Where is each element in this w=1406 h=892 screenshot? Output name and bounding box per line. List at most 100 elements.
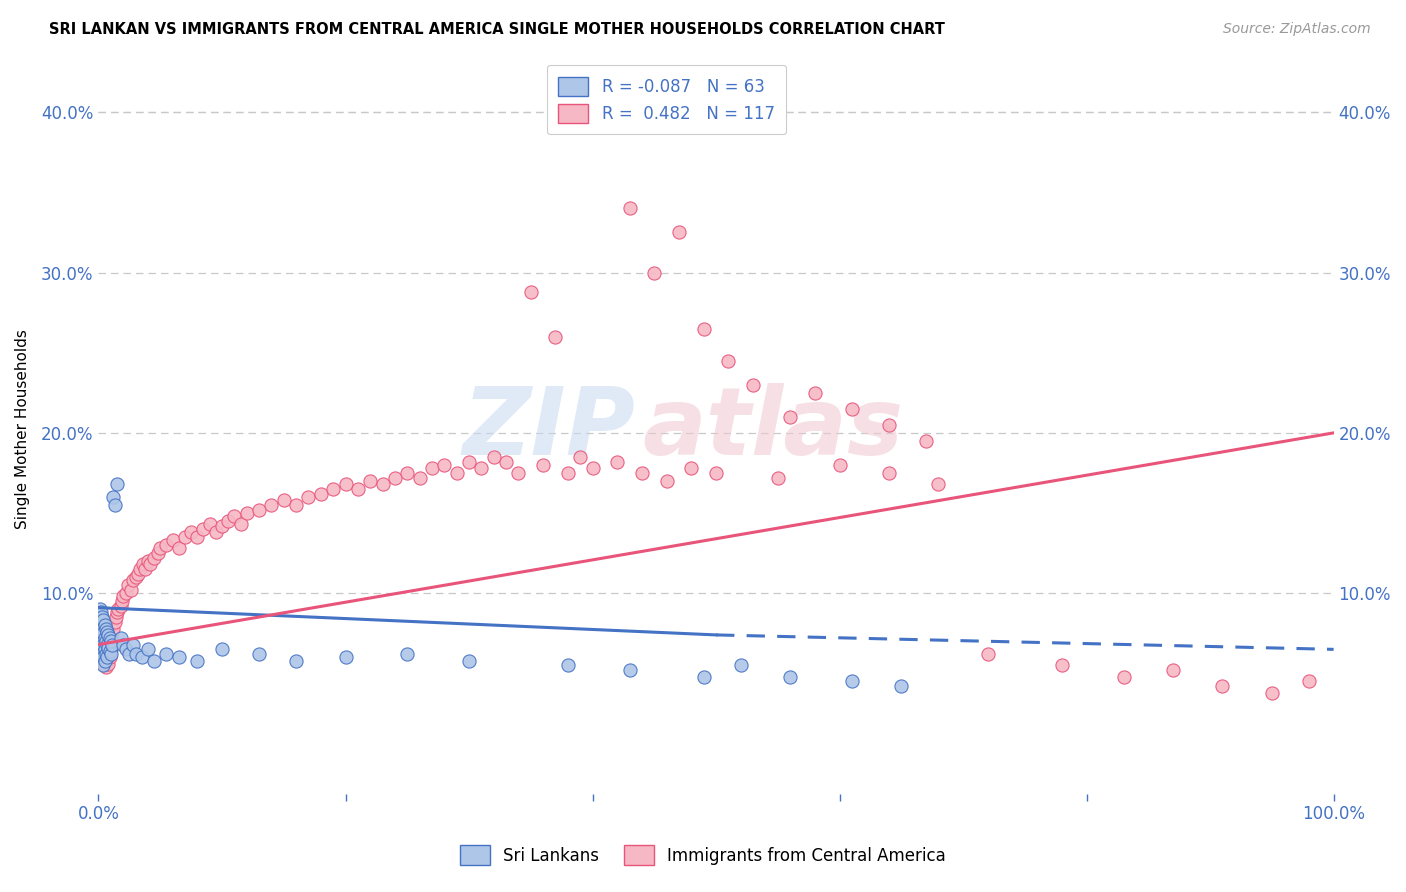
Point [100,634,122,648]
Point [97,640,120,655]
Text: atlas: atlas [643,383,903,475]
Point [117,578,139,592]
Point [420,461,443,475]
Point [186,654,208,668]
Point [94,647,117,661]
Point [91,631,114,645]
Point [101,638,124,652]
Point [93,626,115,640]
Point [134,562,156,576]
Point [94,650,117,665]
Point [112,590,135,604]
Point [93,638,115,652]
Point [122,638,145,652]
Point [804,385,827,400]
Point [619,663,641,677]
Point [107,602,129,616]
Point [557,658,579,673]
Point [273,493,295,508]
Point [915,434,938,448]
Point [89,642,111,657]
Point [730,658,752,673]
Point [322,482,344,496]
Point [224,509,246,524]
Point [90,647,112,661]
Point [408,471,430,485]
Point [132,558,155,572]
Point [136,642,159,657]
Point [204,525,226,540]
Point [143,551,166,566]
Point [396,647,419,661]
Point [631,466,654,480]
Point [1298,674,1320,689]
Point [91,647,114,661]
Point [217,514,239,528]
Point [155,538,177,552]
Point [94,622,117,636]
Text: Source: ZipAtlas.com: Source: ZipAtlas.com [1223,22,1371,37]
Point [101,626,124,640]
Point [124,570,146,584]
Point [139,558,162,572]
Point [779,409,801,424]
Point [93,654,115,668]
Legend: Sri Lankans, Immigrants from Central America: Sri Lankans, Immigrants from Central Ame… [450,836,956,875]
Point [98,644,121,658]
Point [927,477,949,491]
Point [93,646,115,660]
Point [335,650,357,665]
Point [90,638,112,652]
Point [619,202,641,216]
Point [508,466,530,480]
Point [544,329,567,343]
Point [94,634,117,648]
Point [93,618,115,632]
Point [127,566,149,581]
Point [211,519,233,533]
Point [384,471,406,485]
Point [1161,663,1184,677]
Point [89,626,111,640]
Point [359,474,381,488]
Point [167,650,190,665]
Point [371,477,394,491]
Point [93,642,115,657]
Point [103,498,125,512]
Point [93,657,115,671]
Point [235,506,257,520]
Point [103,615,125,629]
Point [91,634,114,648]
Point [104,610,127,624]
Point [96,638,118,652]
Point [100,647,122,661]
Point [146,546,169,560]
Point [643,266,665,280]
Point [90,626,112,640]
Point [433,458,456,472]
Point [131,650,153,665]
Y-axis label: Single Mother Households: Single Mother Households [15,329,30,529]
Point [458,654,481,668]
Point [110,599,132,613]
Point [890,679,912,693]
Point [98,638,121,652]
Point [124,647,146,661]
Point [495,455,517,469]
Point [766,471,789,485]
Point [91,654,114,668]
Legend: R = -0.087   N = 63, R =  0.482   N = 117: R = -0.087 N = 63, R = 0.482 N = 117 [547,65,786,135]
Point [347,482,370,496]
Point [93,648,115,663]
Point [97,647,120,661]
Point [877,466,900,480]
Point [96,624,118,639]
Point [90,618,112,632]
Point [155,647,177,661]
Point [93,638,115,652]
Point [90,650,112,665]
Point [247,647,270,661]
Point [143,654,166,668]
Point [285,654,308,668]
Point [186,530,208,544]
